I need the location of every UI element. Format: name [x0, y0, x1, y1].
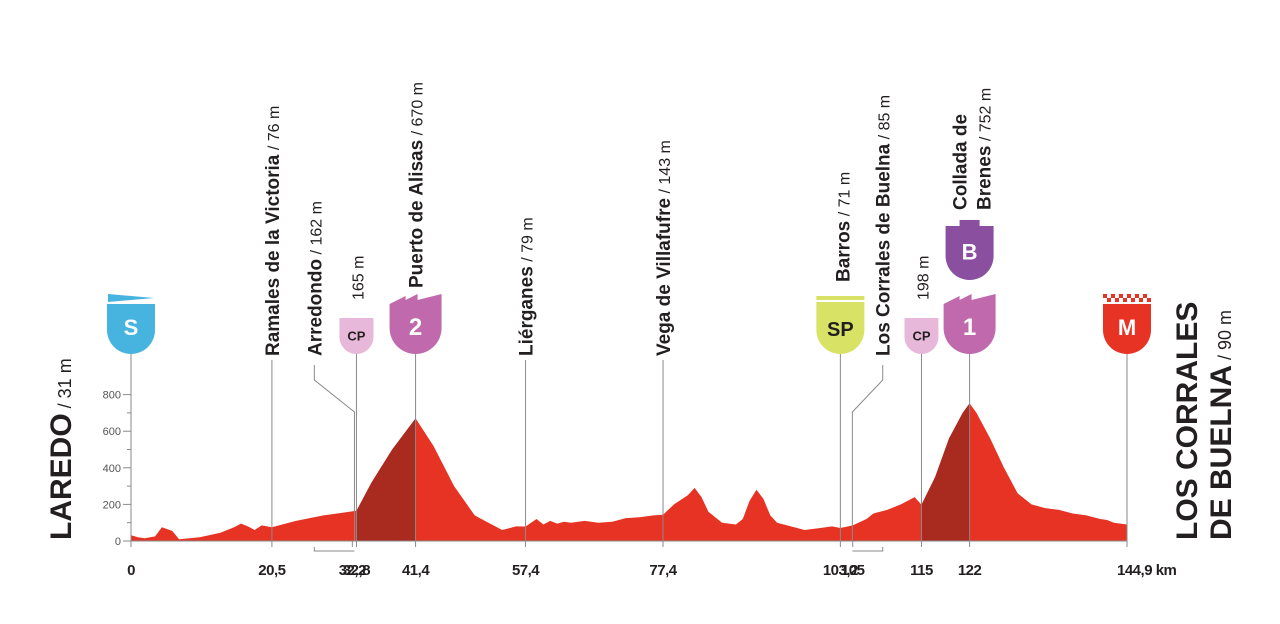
point-label-line2-name: Brenes	[975, 146, 996, 210]
point-label-altitude: / 76 m	[266, 106, 283, 155]
mountain-peaks	[389, 294, 442, 304]
start-badge	[107, 304, 155, 354]
x-tick-label: 32,8	[343, 562, 370, 579]
point-label: Puerto de Alisas / 670 m	[407, 82, 428, 288]
finish-checker	[1103, 294, 1107, 298]
point-label-altitude: / 85 m	[877, 95, 894, 144]
point-label-altitude: / 71 m	[836, 172, 853, 221]
point-label-name: Vega de Villafufre	[654, 198, 675, 356]
finish-checker	[1107, 298, 1111, 302]
mountain-badge	[943, 304, 996, 354]
finish-checker	[1123, 298, 1127, 302]
axes: 0 200 400 600 800 0 20,5 32,232,8 41,4 57,4 77,4 10…	[103, 376, 1177, 579]
finish-label-altitude: / 90 m	[1215, 310, 1235, 365]
point-label-altitude: 165 m	[350, 256, 367, 300]
km-bracket	[313, 547, 355, 552]
bonus-cap	[959, 220, 980, 226]
y-tick-label: 0	[115, 536, 121, 548]
point-label-name: Liérganes	[517, 266, 538, 356]
x-tick-label: 122	[958, 562, 982, 579]
leader-line	[313, 365, 355, 541]
point-labels: Ramales de la Victoria / 76 m Arredondo /…	[45, 82, 1238, 540]
point-label-altitude: / 162 m	[308, 201, 325, 259]
climb-section-collada-de-brenes	[921, 403, 970, 541]
mountain-peaks	[943, 294, 996, 304]
x-tick-label: 105	[841, 562, 865, 579]
point-label-altitude: / 79 m	[520, 217, 537, 266]
badges: S M CP 2 SP CP 1 B	[107, 220, 1151, 354]
start-label-altitude: / 31 m	[55, 358, 75, 413]
x-tick-label: 144,9 km	[1117, 562, 1177, 579]
y-tick-label: 400	[103, 463, 121, 475]
point-label-altitude: / 670 m	[410, 82, 427, 140]
y-tick-label: 200	[103, 499, 121, 511]
sprint-stripe	[816, 302, 865, 306]
checkpoint-badge-text: CP	[912, 328, 930, 343]
finish-checker	[1127, 294, 1131, 298]
km-bracket	[852, 547, 884, 552]
finish-badge	[1103, 304, 1151, 354]
finish-checker	[1147, 298, 1151, 302]
checkpoint-badge	[904, 318, 939, 354]
x-tick-label: 20,5	[258, 562, 285, 579]
start-label: LAREDO / 31 m	[45, 358, 78, 540]
finish-checker	[1111, 294, 1115, 298]
bonus-badge-text: B	[962, 239, 978, 264]
start-flag	[108, 294, 154, 302]
finish-label-name: DE BUELNA	[1205, 365, 1238, 540]
mountain-badge-text: 2	[409, 314, 422, 341]
elevation-area	[131, 403, 1127, 541]
point-label: Vega de Villafufre / 143 m	[654, 140, 675, 356]
finish-label-line2: DE BUELNA / 90 m	[1205, 310, 1238, 540]
point-label-name: Puerto de Alisas	[407, 140, 428, 288]
point-label-altitude: / 143 m	[657, 140, 674, 198]
point-label-name: Barros	[833, 221, 854, 282]
point-label: Ramales de la Victoria / 76 m	[263, 106, 284, 356]
x-tick-label: 77,4	[649, 562, 677, 579]
finish-checker	[1139, 298, 1143, 302]
point-label: 165 m	[350, 256, 367, 300]
point-label: Los Corrales de Buelna / 85 m	[874, 95, 895, 356]
x-tick-label: 57,4	[512, 562, 540, 579]
sprint-stripe	[816, 296, 865, 300]
bonus-badge	[945, 226, 994, 280]
point-label-line2: Brenes / 752 m	[975, 88, 996, 210]
start-label-name: LAREDO	[45, 413, 78, 540]
finish-badge-text: M	[1118, 315, 1136, 340]
mountain-badge	[389, 304, 442, 354]
finish-checker	[1115, 298, 1119, 302]
x-tick-label: 0	[127, 562, 135, 579]
x-tick-label: 32,2	[339, 562, 366, 579]
x-tick-label: 115	[910, 562, 933, 579]
leader-line	[851, 365, 884, 541]
point-label: Arredondo / 162 m	[305, 201, 326, 356]
point-label-name: Ramales de la Victoria	[263, 154, 284, 356]
y-tick-label: 600	[103, 426, 121, 438]
point-label-name: Arredondo	[305, 259, 326, 356]
finish-checker	[1143, 294, 1147, 298]
finish-checker	[1119, 294, 1123, 298]
elevation-profile	[131, 403, 1127, 541]
start-badge-text: S	[124, 315, 139, 340]
point-label: Liérganes / 79 m	[517, 217, 538, 356]
finish-label-line1: LOS CORRALES	[1171, 302, 1204, 540]
checkpoint-badge	[339, 318, 374, 354]
point-label-altitude: 198 m	[915, 256, 932, 300]
mountain-badge-text: 1	[963, 314, 976, 341]
y-tick-label: 800	[103, 390, 121, 402]
point-label-altitude: / 752 m	[978, 88, 995, 146]
finish-checker	[1131, 298, 1135, 302]
point-label: Barros / 71 m	[833, 172, 854, 282]
point-label-line1: Collada de	[951, 114, 972, 210]
checkpoint-badge-text: CP	[347, 328, 365, 343]
sprint-badge-text: SP	[827, 319, 854, 341]
x-tick-label: 103,2	[823, 562, 858, 579]
point-label: 198 m	[915, 256, 932, 300]
x-tick-label: 41,4	[402, 562, 430, 579]
finish-checker	[1135, 294, 1139, 298]
point-label-name: Los Corrales de Buelna	[874, 143, 895, 356]
sprint-badge	[816, 306, 865, 354]
climb-section-puerto-de-alisas	[356, 418, 416, 541]
